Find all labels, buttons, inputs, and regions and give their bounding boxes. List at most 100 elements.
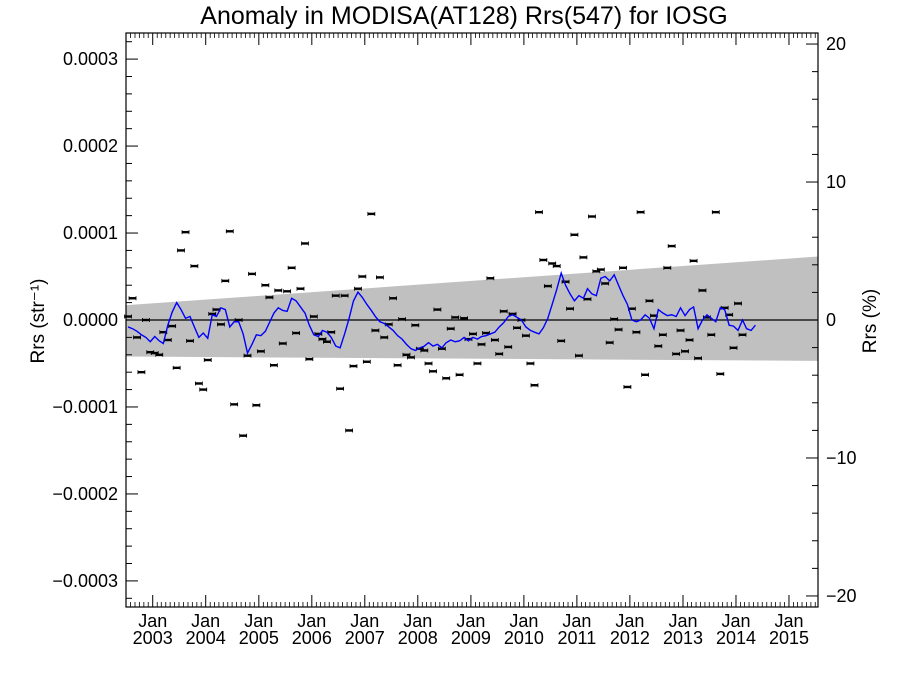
- data-point: [570, 232, 579, 237]
- right-y-axis: 20 10 0 −10 −20: [806, 34, 857, 606]
- data-point: [137, 370, 146, 375]
- data-point: [141, 318, 150, 322]
- x-tick-month: Jan: [668, 611, 697, 631]
- data-point: [530, 383, 539, 388]
- x-tick-year: 2010: [504, 628, 544, 648]
- data-point: [177, 248, 185, 253]
- data-point: [239, 433, 248, 438]
- data-point: [499, 309, 508, 314]
- data-point: [181, 230, 190, 235]
- data-point: [663, 265, 672, 270]
- right-tick-label: 20: [826, 34, 846, 54]
- left-y-axis: 0.0003 0.0002 0.0001 0.0000 −0.0001 −0.0002 −0…: [52, 41, 138, 599]
- data-point: [301, 241, 309, 246]
- data-point: [380, 335, 389, 340]
- left-tick-label: −0.0001: [52, 397, 118, 417]
- data-point: [579, 255, 588, 260]
- right-tick-label: 0: [826, 310, 836, 330]
- x-tick-month: Jan: [191, 611, 220, 631]
- uncertainty-band: [126, 256, 818, 361]
- x-tick-month: Jan: [562, 611, 591, 631]
- right-axis-label: Rrs (%): [860, 289, 881, 353]
- data-point: [632, 330, 641, 335]
- data-point: [486, 276, 495, 281]
- data-point: [513, 325, 521, 330]
- data-point: [203, 358, 212, 363]
- plot-area: [124, 32, 819, 608]
- x-tick-month: Jan: [403, 611, 432, 631]
- data-point: [619, 265, 627, 270]
- data-point: [543, 284, 552, 289]
- data-point: [407, 355, 415, 360]
- data-point: [318, 337, 327, 342]
- right-tick-label: −10: [826, 448, 857, 468]
- data-point: [309, 314, 318, 319]
- data-point: [672, 351, 681, 356]
- data-point: [398, 317, 407, 322]
- data-point: [433, 307, 442, 312]
- data-point: [477, 342, 486, 347]
- data-point: [442, 376, 451, 381]
- data-point: [566, 306, 574, 311]
- x-tick-month: Jan: [244, 611, 273, 631]
- x-axis: Jan2003Jan2004Jan2005Jan2006Jan2007Jan20…: [125, 33, 816, 648]
- data-point: [596, 267, 605, 272]
- data-point: [420, 348, 429, 353]
- data-point: [358, 274, 367, 279]
- x-tick-year: 2008: [398, 628, 438, 648]
- data-point: [526, 361, 535, 366]
- data-point: [194, 381, 203, 386]
- data-point: [278, 341, 287, 346]
- data-point: [375, 275, 384, 280]
- data-point: [658, 332, 667, 337]
- data-point: [455, 372, 464, 377]
- x-tick-month: Jan: [774, 611, 803, 631]
- data-point: [429, 369, 437, 374]
- data-point: [605, 340, 614, 345]
- x-tick-month: Jan: [350, 611, 379, 631]
- data-point: [248, 271, 256, 276]
- data-point: [729, 345, 738, 350]
- data-point: [490, 338, 499, 343]
- data-point: [274, 288, 283, 293]
- data-point: [707, 332, 716, 337]
- data-point: [305, 357, 314, 362]
- left-tick-label: −0.0003: [52, 571, 118, 591]
- data-point: [256, 349, 265, 354]
- data-point: [133, 335, 141, 340]
- x-tick-year: 2004: [186, 628, 226, 648]
- data-point: [645, 298, 654, 303]
- left-tick-label: −0.0002: [52, 484, 118, 504]
- data-point: [354, 286, 362, 291]
- data-point: [367, 211, 376, 216]
- x-tick-year: 2003: [133, 628, 173, 648]
- left-axis-label: Rrs (str⁻¹): [28, 279, 49, 364]
- data-point: [172, 365, 181, 370]
- running-mean-line: [127, 270, 756, 356]
- data-point: [340, 293, 349, 298]
- data-point: [694, 356, 702, 361]
- data-point: [610, 317, 619, 322]
- x-tick-year: 2005: [239, 628, 279, 648]
- data-point: [641, 372, 650, 377]
- data-point: [349, 364, 358, 369]
- data-point: [186, 338, 194, 343]
- data-point: [221, 278, 230, 283]
- x-tick-month: Jan: [138, 611, 167, 631]
- data-point: [614, 327, 623, 332]
- data-point: [623, 384, 632, 389]
- data-point: [676, 328, 685, 333]
- data-point: [508, 311, 517, 316]
- data-point: [636, 210, 645, 215]
- x-tick-year: 2009: [451, 628, 491, 648]
- chart-title: Anomaly in MODISA(AT128) Rrs(547) for IO…: [200, 2, 727, 30]
- data-point: [270, 363, 278, 368]
- x-tick-year: 2007: [345, 628, 385, 648]
- left-tick-label: 0.0002: [63, 136, 118, 156]
- data-point: [469, 331, 477, 336]
- data-point: [402, 352, 411, 357]
- x-tick-year: 2015: [769, 628, 809, 648]
- data-point: [738, 332, 747, 337]
- data-point: [689, 258, 698, 263]
- data-point: [345, 428, 354, 433]
